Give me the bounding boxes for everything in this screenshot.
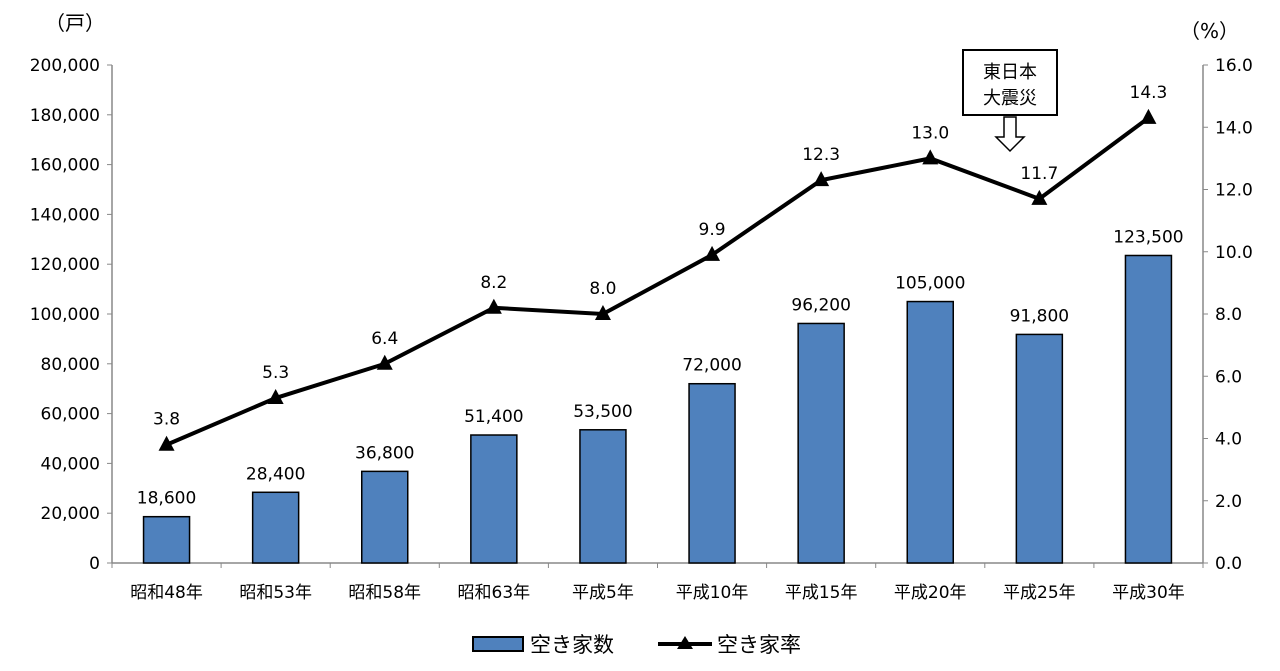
legend-bar-swatch (472, 636, 524, 652)
left-tick-label: 100,000 (30, 305, 100, 325)
left-tick-label: 160,000 (30, 156, 100, 176)
x-tick-label: 昭和58年 (348, 583, 421, 603)
triangle-marker-icon (485, 298, 502, 314)
rate-value-label: 11.7 (1020, 164, 1058, 184)
rate-value-label: 8.2 (480, 273, 507, 293)
x-tick-label: 平成5年 (572, 583, 634, 603)
bar (688, 382, 736, 564)
right-tick-label: 4.0 (1215, 430, 1242, 450)
right-tick-label: 10.0 (1215, 243, 1253, 263)
bar-value-label: 18,600 (137, 489, 196, 509)
left-tick-label: 180,000 (30, 106, 100, 126)
left-tick-label: 40,000 (41, 454, 100, 474)
triangle-marker-icon (267, 389, 284, 405)
left-tick-label: 60,000 (41, 405, 100, 425)
bar-value-label: 91,800 (1010, 306, 1069, 326)
triangle-marker-icon (376, 354, 393, 370)
legend: 空き家数 空き家率 (472, 633, 801, 657)
triangle-marker-icon (594, 305, 611, 320)
rate-value-label: 6.4 (371, 329, 398, 349)
bar (142, 515, 191, 564)
annotation-line-1: 東日本 (983, 62, 1037, 83)
annotation: 東日本 大震災 (962, 49, 1058, 153)
x-tick-label: 平成30年 (1112, 583, 1185, 603)
bar (361, 470, 409, 564)
bar (797, 322, 845, 564)
bar-value-label: 53,500 (573, 402, 632, 422)
bar (1015, 333, 1064, 564)
left-tick-label: 140,000 (30, 205, 100, 225)
right-tick-label: 6.0 (1215, 367, 1242, 387)
triangle-marker-icon (922, 149, 939, 165)
right-tick-label: 2.0 (1215, 492, 1242, 512)
bar (579, 429, 627, 564)
right-tick-label: 8.0 (1215, 305, 1242, 325)
left-axis-unit: （戸） (45, 11, 105, 35)
rate-line: 3.8 5.3 6.4 8.2 8.0 9.9 12.3 13.0 11.7 14.3 (153, 83, 1167, 451)
rate-value-label: 12.3 (802, 145, 840, 165)
right-tick-label: 16.0 (1215, 56, 1253, 76)
triangle-marker-icon (158, 435, 175, 451)
rate-value-label: 3.8 (153, 410, 180, 430)
triangle-marker-icon (704, 245, 721, 261)
rate-value-label: 8.0 (589, 279, 616, 299)
bar-value-label: 105,000 (895, 274, 965, 294)
right-tick-label: 14.0 (1215, 118, 1253, 138)
bar-value-label: 72,000 (682, 356, 741, 376)
down-arrow-icon (994, 116, 1026, 153)
bars: 18,600 28,400 36,800 51,400 53,500 72,000 96,2… (137, 227, 1184, 564)
x-tick-label: 平成20年 (894, 583, 967, 603)
bar (1124, 254, 1173, 564)
rate-value-label: 5.3 (262, 363, 289, 383)
left-tick-label: 80,000 (41, 355, 100, 375)
x-tick-label: 昭和53年 (239, 583, 312, 603)
x-tick-label: 昭和48年 (130, 583, 203, 603)
right-tick-label: 12.0 (1215, 181, 1253, 201)
x-tick-label: 平成10年 (676, 583, 749, 603)
legend-label-rate: 空き家率 (717, 633, 801, 657)
right-axis-unit: （%） (1180, 19, 1239, 43)
rate-value-label: 9.9 (699, 220, 726, 240)
legend-label-count: 空き家数 (530, 633, 614, 657)
rate-polyline (165, 116, 1150, 447)
bar-value-label: 28,400 (246, 464, 305, 484)
left-tick-label: 120,000 (30, 255, 100, 275)
bar (251, 491, 300, 564)
triangle-marker-icon (1031, 189, 1048, 205)
bar-value-label: 36,800 (355, 443, 414, 463)
left-tick-label: 200,000 (30, 56, 100, 76)
legend-triangle-icon (677, 636, 693, 649)
axes: 0 20,000 40,000 60,000 80,000 100,000 120,000 1… (30, 56, 1253, 603)
bar-value-label: 123,500 (1113, 227, 1183, 247)
triangle-marker-icon (813, 171, 830, 187)
annotation-line-2: 大震災 (983, 88, 1037, 109)
right-tick-label: 0.0 (1215, 554, 1242, 574)
x-tick-label: 平成25年 (1003, 583, 1076, 603)
bar (906, 300, 954, 564)
bar-value-label: 51,400 (464, 407, 523, 427)
rate-value-label: 13.0 (911, 123, 949, 143)
left-tick-label: 20,000 (41, 504, 100, 524)
x-tick-label: 昭和63年 (458, 583, 531, 603)
bar-value-label: 96,200 (791, 295, 850, 315)
rate-value-label: 14.3 (1130, 83, 1168, 103)
x-tick-label: 平成15年 (785, 583, 858, 603)
bar (470, 434, 518, 564)
annotation-box (962, 49, 1058, 116)
left-tick-label: 0 (89, 554, 100, 574)
triangle-marker-icon (1140, 108, 1157, 124)
